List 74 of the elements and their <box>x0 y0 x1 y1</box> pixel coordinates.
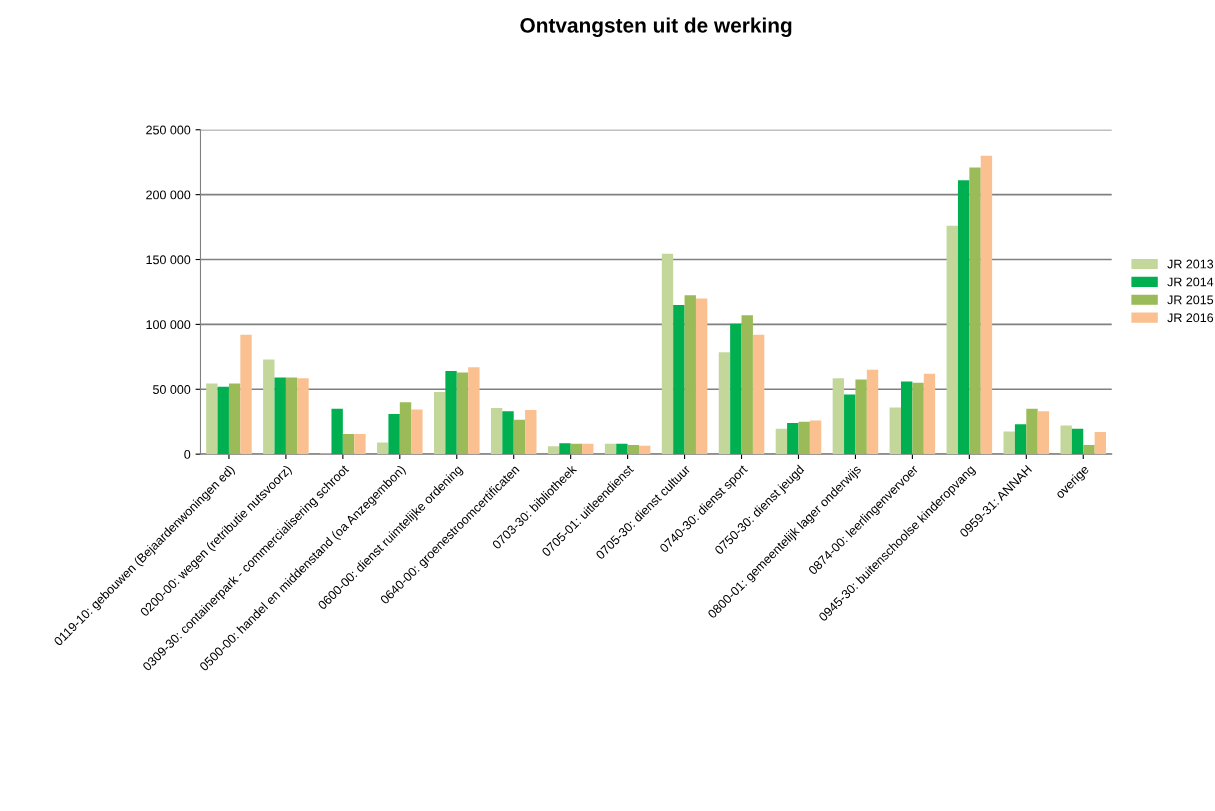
bar <box>331 408 343 455</box>
bar <box>684 295 696 455</box>
bar <box>957 180 970 455</box>
bar <box>787 423 799 455</box>
bar <box>297 378 309 455</box>
bar <box>354 434 366 455</box>
bar <box>525 410 537 455</box>
bar <box>206 383 218 455</box>
bar <box>342 434 355 455</box>
bar <box>240 334 252 455</box>
bar <box>980 155 993 455</box>
legend-label: JR 2015 <box>1167 295 1214 305</box>
bar <box>832 378 845 455</box>
bar <box>752 334 765 455</box>
bar <box>798 421 810 455</box>
bar <box>923 373 936 455</box>
bar <box>627 445 640 455</box>
chart-title: Ontvangsten uit de werking <box>520 17 792 37</box>
bar <box>411 409 423 455</box>
bar <box>456 372 469 455</box>
bar <box>889 407 901 455</box>
bar <box>285 377 298 455</box>
bar <box>844 394 856 455</box>
bar <box>570 443 583 455</box>
legend-label: JR 2013 <box>1167 259 1214 269</box>
bar <box>730 323 742 455</box>
bar <box>901 381 913 455</box>
bar <box>217 386 229 455</box>
bar <box>502 411 514 455</box>
bar <box>547 446 560 455</box>
bar <box>661 253 674 455</box>
bar <box>673 304 685 455</box>
bar <box>377 442 389 455</box>
bar <box>582 443 594 455</box>
bar <box>969 167 981 455</box>
bar <box>866 369 879 455</box>
bar <box>1060 425 1072 455</box>
bar <box>559 443 571 455</box>
bar <box>775 428 788 455</box>
bar <box>274 377 286 455</box>
bar <box>263 359 275 455</box>
bar <box>1083 445 1095 455</box>
bar <box>445 371 457 455</box>
bar <box>1014 424 1027 455</box>
legend-label: JR 2016 <box>1167 313 1214 323</box>
bar <box>1026 408 1038 455</box>
bar <box>1003 431 1015 455</box>
bar <box>695 298 708 455</box>
y-tick-label: 250 000 <box>146 125 191 135</box>
y-tick-label: 0 <box>184 449 191 459</box>
legend-label: JR 2014 <box>1167 277 1214 287</box>
bar <box>604 443 617 455</box>
y-tick-label: 200 000 <box>146 190 191 200</box>
bar <box>718 352 731 455</box>
bar <box>490 408 503 455</box>
y-tick-label: 150 000 <box>146 255 191 265</box>
bar <box>1037 411 1050 455</box>
bar <box>388 413 400 455</box>
bar <box>616 443 628 455</box>
bar <box>855 379 867 455</box>
bar <box>1071 428 1084 455</box>
bar <box>912 382 924 455</box>
bar <box>1094 432 1107 455</box>
bar <box>228 383 241 455</box>
bar <box>433 391 446 455</box>
bar <box>513 419 526 455</box>
bar <box>639 445 651 455</box>
y-tick-label: 100 000 <box>146 320 191 330</box>
bar <box>468 367 480 455</box>
bar <box>741 315 753 455</box>
y-tick-label: 50 000 <box>153 385 191 394</box>
bar <box>399 402 412 455</box>
bar <box>946 225 958 455</box>
bar <box>809 420 822 455</box>
